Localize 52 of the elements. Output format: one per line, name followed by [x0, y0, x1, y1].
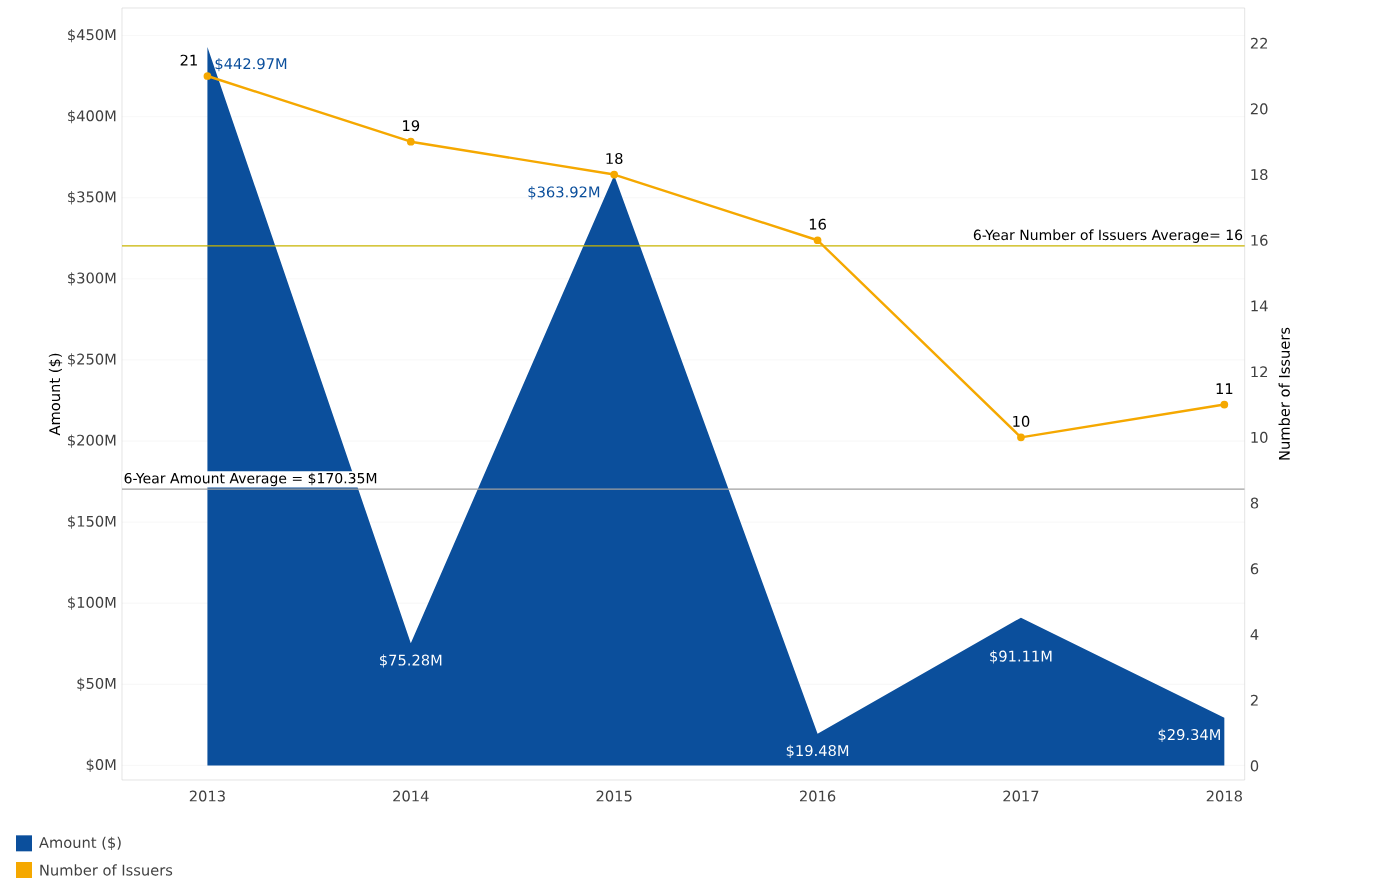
y2-tick-label: 16: [1251, 234, 1268, 246]
data-label: 19: [403, 120, 420, 132]
data-label: 18: [606, 152, 623, 165]
point: [1220, 400, 1229, 409]
y-tick-label: $350M: [68, 191, 116, 205]
data-label: 11: [1216, 383, 1233, 395]
y-tick-label: $400M: [68, 110, 116, 124]
y-tick-label: $300M: [68, 272, 116, 286]
y-tick-label: $250M: [68, 353, 116, 367]
data-label: 21: [180, 54, 197, 66]
point: [203, 72, 212, 80]
y2-tick-label: 6: [1250, 563, 1259, 575]
legend-label: Amount ($): [39, 836, 121, 850]
x-tick-label: 2015: [596, 790, 632, 802]
y-tick-label: $200M: [68, 434, 116, 448]
y2-tick-label: 8: [1250, 497, 1259, 509]
y2-tick-label: 18: [1251, 169, 1268, 181]
y2-tick-label: 14: [1251, 300, 1268, 312]
point: [1017, 433, 1025, 442]
data-label: $442.97M: [215, 57, 287, 72]
x-tick-label: 2017: [1003, 790, 1039, 802]
legend-label: Number of Issuers: [40, 864, 173, 876]
y-tick-label: $100M: [68, 596, 116, 610]
point: [813, 236, 822, 245]
y2-tick-label: 0: [1250, 760, 1259, 772]
point: [406, 137, 415, 146]
ref-line-label: 6-Year Amount Average = $170.35M: [124, 472, 377, 487]
ref-line-label: 6-Year Number of Issuers Average= 16: [973, 229, 1243, 243]
y-tick-label: $50M: [77, 677, 116, 691]
data-label: $19.48M: [786, 744, 849, 759]
y2-tick-label: 20: [1250, 103, 1268, 115]
y2-tick-label: 22: [1250, 37, 1268, 49]
y2-tick-label: 4: [1250, 629, 1259, 640]
point: [610, 170, 619, 179]
data-label: $363.92M: [528, 186, 600, 200]
y-axis-title: Amount ($): [48, 353, 63, 436]
y2-axis-title: Number of Issuers: [1278, 327, 1290, 460]
data-label: $91.11M: [990, 650, 1052, 664]
x-tick-label: 2014: [393, 790, 429, 802]
x-tick-label: 2016: [799, 790, 836, 802]
y-tick-label: $150M: [68, 515, 116, 529]
data-label: $75.28M: [380, 654, 442, 668]
x-tick-label: 2013: [189, 790, 225, 802]
data-label: 16: [809, 218, 826, 230]
y-tick-label: $0M: [86, 758, 116, 773]
data-label: 10: [1013, 415, 1030, 427]
y2-tick-label: 2: [1250, 694, 1258, 706]
y2-tick-label: 10: [1251, 431, 1268, 443]
x-tick-label: 2018: [1206, 790, 1242, 802]
y-tick-label: $450M: [68, 28, 116, 43]
data-label: $29.34M: [1158, 728, 1220, 743]
y2-tick-label: 12: [1251, 366, 1268, 378]
